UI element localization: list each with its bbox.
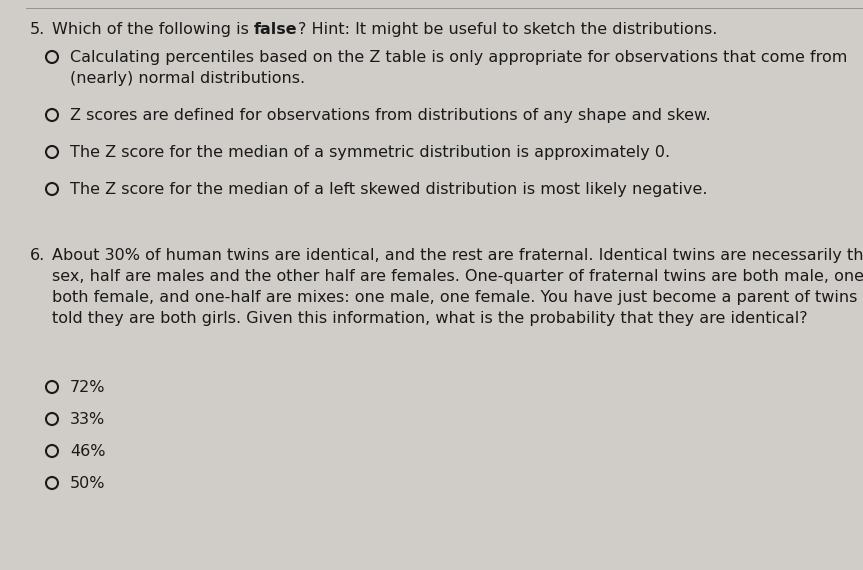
Text: Which of the following is: Which of the following is: [52, 22, 254, 37]
Text: false: false: [254, 22, 298, 37]
Text: The Z score for the median of a symmetric distribution is approximately 0.: The Z score for the median of a symmetri…: [70, 145, 671, 160]
Text: Calculating percentiles based on the Z table is only appropriate for observation: Calculating percentiles based on the Z t…: [70, 50, 847, 86]
Text: 5.: 5.: [30, 22, 45, 37]
Text: 33%: 33%: [70, 412, 105, 427]
Text: 50%: 50%: [70, 476, 105, 491]
Text: The Z score for the median of a left skewed distribution is most likely negative: The Z score for the median of a left ske…: [70, 182, 708, 197]
Text: Z scores are defined for observations from distributions of any shape and skew.: Z scores are defined for observations fr…: [70, 108, 711, 123]
Text: 6.: 6.: [30, 248, 45, 263]
Text: ? Hint: It might be useful to sketch the distributions.: ? Hint: It might be useful to sketch the…: [298, 22, 717, 37]
Text: 46%: 46%: [70, 444, 105, 459]
Text: 72%: 72%: [70, 380, 105, 395]
Text: About 30% of human twins are identical, and the rest are fraternal. Identical tw: About 30% of human twins are identical, …: [52, 248, 863, 326]
